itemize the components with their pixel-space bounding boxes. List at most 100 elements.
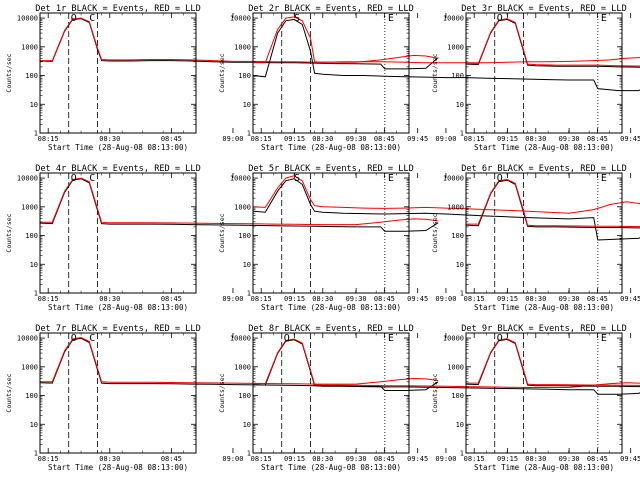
panel-title: Det_7r BLACK = Events, RED = LLD — [35, 324, 201, 334]
y-axis-label: Counts/sec — [5, 213, 13, 252]
plot-frame — [252, 12, 410, 134]
panel: Det_9r BLACK = Events, RED = LLD Counts/s… — [431, 324, 640, 472]
y-axis-label: Counts/sec — [5, 53, 13, 92]
event-marker: C — [89, 13, 95, 24]
plot-frame — [39, 172, 197, 294]
x-tick-label: 08:15 — [251, 295, 272, 303]
series-line-events — [39, 178, 439, 232]
panel-title: Det_6r BLACK = Events, RED = LLD — [461, 164, 627, 174]
x-tick-label: 08:30 — [525, 295, 546, 303]
x-tick-label: 08:30 — [312, 135, 333, 143]
y-tick-label: 10000 — [230, 175, 251, 183]
series-line-events — [252, 339, 640, 395]
x-tick-label: 09:45 — [620, 295, 640, 303]
event-marker: E — [388, 173, 394, 184]
x-tick-label: 09:15 — [497, 295, 518, 303]
x-tick-label: 08:30 — [312, 295, 333, 303]
event-marker: C — [89, 333, 95, 344]
y-axis-label: Counts/sec — [218, 53, 226, 92]
panel: Det_5r BLACK = Events, RED = LLD Counts/s… — [218, 164, 640, 312]
x-tick-label: 08:30 — [525, 135, 546, 143]
x-tick-label: 09:00 — [222, 295, 243, 303]
panel-title: Det_9r BLACK = Events, RED = LLD — [461, 324, 627, 334]
y-tick-label: 100 — [25, 392, 38, 400]
panel: Det_2r BLACK = Events, RED = LLD Counts/s… — [218, 4, 640, 152]
panel: Det_3r BLACK = Events, RED = LLD Counts/s… — [431, 4, 640, 152]
panel-title: Det_3r BLACK = Events, RED = LLD — [461, 4, 627, 14]
panel-title: Det_4r BLACK = Events, RED = LLD — [35, 164, 201, 174]
y-tick-label: 10 — [30, 101, 38, 109]
y-tick-label: 10 — [243, 421, 251, 429]
y-tick-label: 10000 — [17, 15, 38, 23]
series-line-lld — [466, 338, 640, 386]
y-tick-label: 1 — [460, 290, 464, 298]
x-tick-label: 08:45 — [161, 135, 182, 143]
x-axis-label: Start Time (28-Aug-08 08:13:00) — [261, 303, 401, 312]
series-line-events — [39, 18, 439, 70]
y-tick-label: 10000 — [443, 15, 464, 23]
x-tick-label: 09:30 — [346, 455, 367, 463]
panel-title: Det_8r BLACK = Events, RED = LLD — [248, 324, 414, 334]
x-tick-label: 09:00 — [435, 455, 456, 463]
x-tick-label: 09:00 — [435, 295, 456, 303]
event-marker: O — [71, 173, 77, 184]
panel-title: Det_2r BLACK = Events, RED = LLD — [248, 4, 414, 14]
plot-frame — [39, 12, 197, 134]
event-marker: E — [601, 173, 607, 184]
x-tick-label: 08:30 — [99, 455, 120, 463]
event-marker: E — [601, 333, 607, 344]
x-tick-label: 08:15 — [251, 135, 272, 143]
y-tick-label: 1 — [34, 290, 38, 298]
x-tick-label: 09:15 — [497, 135, 518, 143]
x-tick-label: 08:45 — [161, 295, 182, 303]
y-tick-label: 1000 — [447, 43, 464, 51]
y-tick-label: 1 — [460, 130, 464, 138]
x-axis-label: Start Time (28-Aug-08 08:13:00) — [48, 303, 188, 312]
plot-frame — [465, 332, 623, 454]
x-tick-label: 08:45 — [587, 295, 608, 303]
y-tick-label: 1000 — [447, 203, 464, 211]
y-tick-label: 10000 — [230, 335, 251, 343]
plot-frame — [465, 12, 623, 134]
x-tick-label: 09:45 — [407, 455, 428, 463]
y-tick-label: 10 — [30, 261, 38, 269]
panel-title: Det_1r BLACK = Events, RED = LLD — [35, 4, 201, 14]
x-tick-label: 08:15 — [464, 295, 485, 303]
event-marker: O — [71, 333, 77, 344]
y-tick-label: 1 — [34, 450, 38, 458]
x-axis-label: Start Time (28-Aug-08 08:13:00) — [48, 143, 188, 152]
x-tick-label: 08:30 — [99, 135, 120, 143]
x-tick-label: 09:00 — [222, 135, 243, 143]
plot-frame — [252, 332, 410, 454]
y-tick-label: 10 — [456, 421, 464, 429]
x-tick-label: 08:15 — [38, 295, 59, 303]
series-line-lld — [40, 177, 439, 226]
plot-frame — [252, 172, 410, 294]
y-tick-label: 100 — [238, 232, 251, 240]
y-tick-label: 1 — [247, 290, 251, 298]
series-line-lld — [40, 336, 439, 385]
x-tick-label: 09:30 — [559, 455, 580, 463]
x-tick-label: 09:00 — [435, 135, 456, 143]
y-tick-label: 1 — [34, 130, 38, 138]
x-axis-label: Start Time (28-Aug-08 08:13:00) — [261, 143, 401, 152]
y-axis-label: Counts/sec — [431, 213, 439, 252]
series-line-events — [465, 18, 640, 68]
series-line-lld — [466, 178, 640, 228]
x-tick-label: 08:15 — [38, 455, 59, 463]
event-marker: S — [294, 13, 300, 24]
plot-frame — [39, 332, 197, 454]
y-tick-label: 1000 — [21, 203, 38, 211]
x-axis-label: Start Time (28-Aug-08 08:13:00) — [474, 303, 614, 312]
y-tick-label: 100 — [25, 232, 38, 240]
x-tick-label: 09:15 — [284, 135, 305, 143]
x-tick-label: 09:45 — [407, 295, 428, 303]
y-tick-label: 10 — [456, 261, 464, 269]
series-line-events — [465, 338, 640, 388]
x-tick-label: 08:45 — [587, 135, 608, 143]
x-tick-label: 08:45 — [374, 455, 395, 463]
x-tick-label: 09:30 — [346, 295, 367, 303]
x-tick-label: 09:15 — [497, 455, 518, 463]
y-tick-label: 100 — [238, 72, 251, 80]
